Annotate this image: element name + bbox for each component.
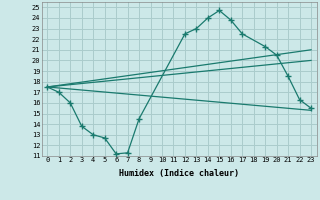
X-axis label: Humidex (Indice chaleur): Humidex (Indice chaleur) <box>119 169 239 178</box>
